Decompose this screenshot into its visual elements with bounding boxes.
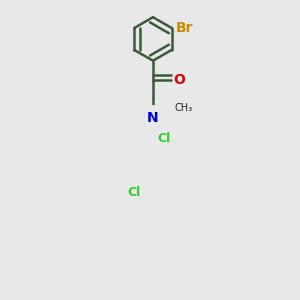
Text: Br: Br: [176, 21, 193, 35]
Text: Cl: Cl: [157, 132, 170, 145]
Text: Cl: Cl: [128, 186, 141, 199]
Text: CH₃: CH₃: [175, 103, 193, 113]
Text: O: O: [174, 74, 186, 88]
Text: N: N: [147, 111, 159, 125]
